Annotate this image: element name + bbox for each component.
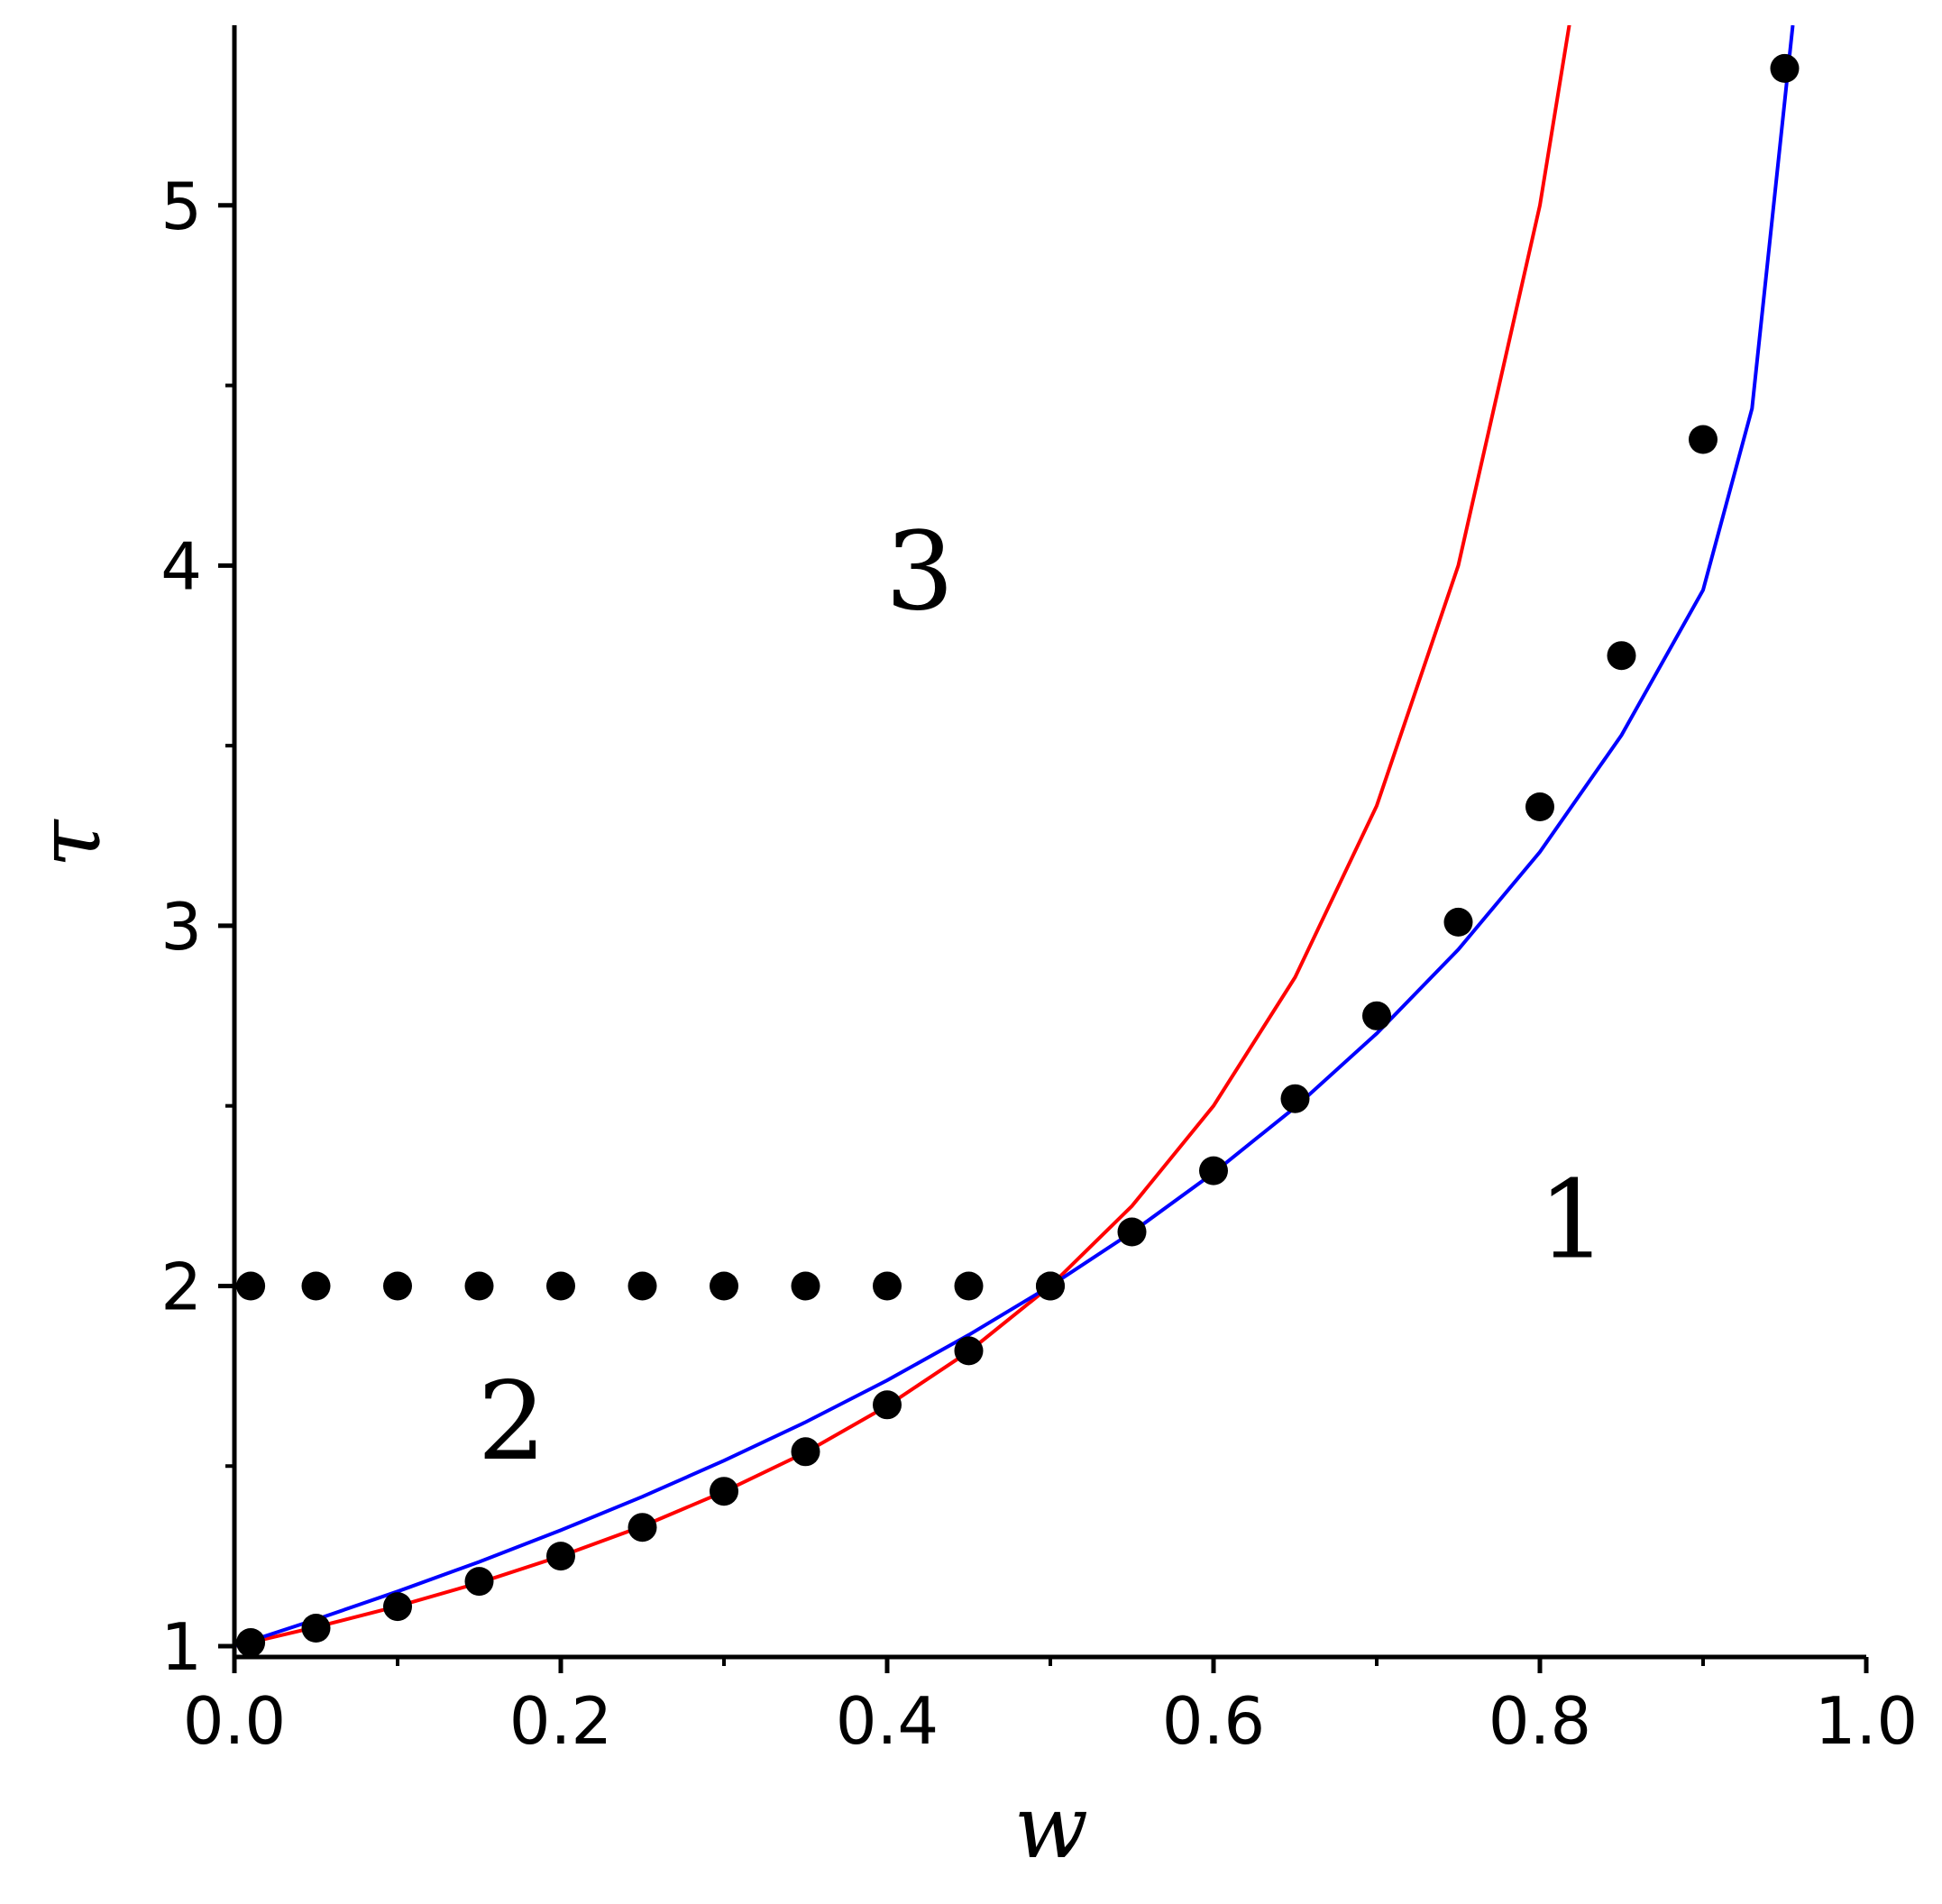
series-line-0 bbox=[234, 25, 1571, 1648]
data-point bbox=[464, 1271, 494, 1301]
x-axis-label: w bbox=[1014, 1777, 1088, 1878]
data-point bbox=[873, 1390, 902, 1420]
data-point bbox=[954, 1336, 984, 1366]
data-point bbox=[954, 1271, 984, 1301]
data-point bbox=[710, 1477, 738, 1506]
x-tick-label: 0.8 bbox=[1489, 1683, 1592, 1759]
data-point bbox=[383, 1592, 412, 1622]
data-point bbox=[301, 1271, 331, 1301]
y-tick-label: 2 bbox=[160, 1249, 202, 1324]
axes-layer: 0.0 0.2 0.4 0.6 0.8 1.0 1 2 3 4 5 bbox=[160, 25, 1918, 1759]
data-point bbox=[1036, 1271, 1065, 1301]
data-point bbox=[236, 1271, 266, 1301]
data-point bbox=[1770, 53, 1800, 83]
data-point bbox=[1525, 792, 1554, 821]
data-point bbox=[1607, 641, 1636, 671]
annotation-layer: 3 1 2 bbox=[478, 509, 1608, 1485]
region-label: 1 bbox=[1538, 1158, 1607, 1283]
data-point bbox=[710, 1271, 738, 1301]
data-point bbox=[791, 1437, 820, 1467]
data-point bbox=[1280, 1084, 1310, 1113]
data-point bbox=[1117, 1217, 1147, 1247]
data-point bbox=[301, 1614, 331, 1643]
x-tick-label: 1.0 bbox=[1815, 1683, 1919, 1759]
data-point bbox=[791, 1271, 820, 1301]
series-layer bbox=[234, 25, 1795, 1648]
data-point bbox=[627, 1513, 657, 1542]
data-point bbox=[1443, 907, 1473, 937]
x-tick-label: 0.6 bbox=[1162, 1683, 1266, 1759]
y-tick-label: 5 bbox=[160, 169, 202, 244]
points-layer bbox=[236, 53, 1800, 1657]
series-line-1 bbox=[234, 25, 1795, 1648]
y-axis-label: τ bbox=[19, 819, 120, 868]
x-tick-label: 0.4 bbox=[836, 1683, 939, 1759]
region-label: 3 bbox=[885, 509, 954, 635]
data-point bbox=[1199, 1156, 1228, 1185]
data-point bbox=[1689, 425, 1718, 454]
y-tick-label: 1 bbox=[160, 1609, 202, 1685]
data-point bbox=[546, 1542, 575, 1571]
data-point bbox=[383, 1271, 412, 1301]
data-point bbox=[627, 1271, 657, 1301]
x-tick-label: 0.0 bbox=[183, 1683, 287, 1759]
data-point bbox=[873, 1271, 902, 1301]
data-point bbox=[1362, 1001, 1391, 1030]
data-point bbox=[464, 1567, 494, 1597]
y-tick-label: 3 bbox=[160, 889, 202, 965]
x-tick-label: 0.2 bbox=[509, 1683, 613, 1759]
data-point bbox=[236, 1628, 266, 1657]
data-point bbox=[546, 1271, 575, 1301]
region-label: 2 bbox=[478, 1359, 546, 1485]
y-tick-label: 4 bbox=[160, 528, 202, 604]
